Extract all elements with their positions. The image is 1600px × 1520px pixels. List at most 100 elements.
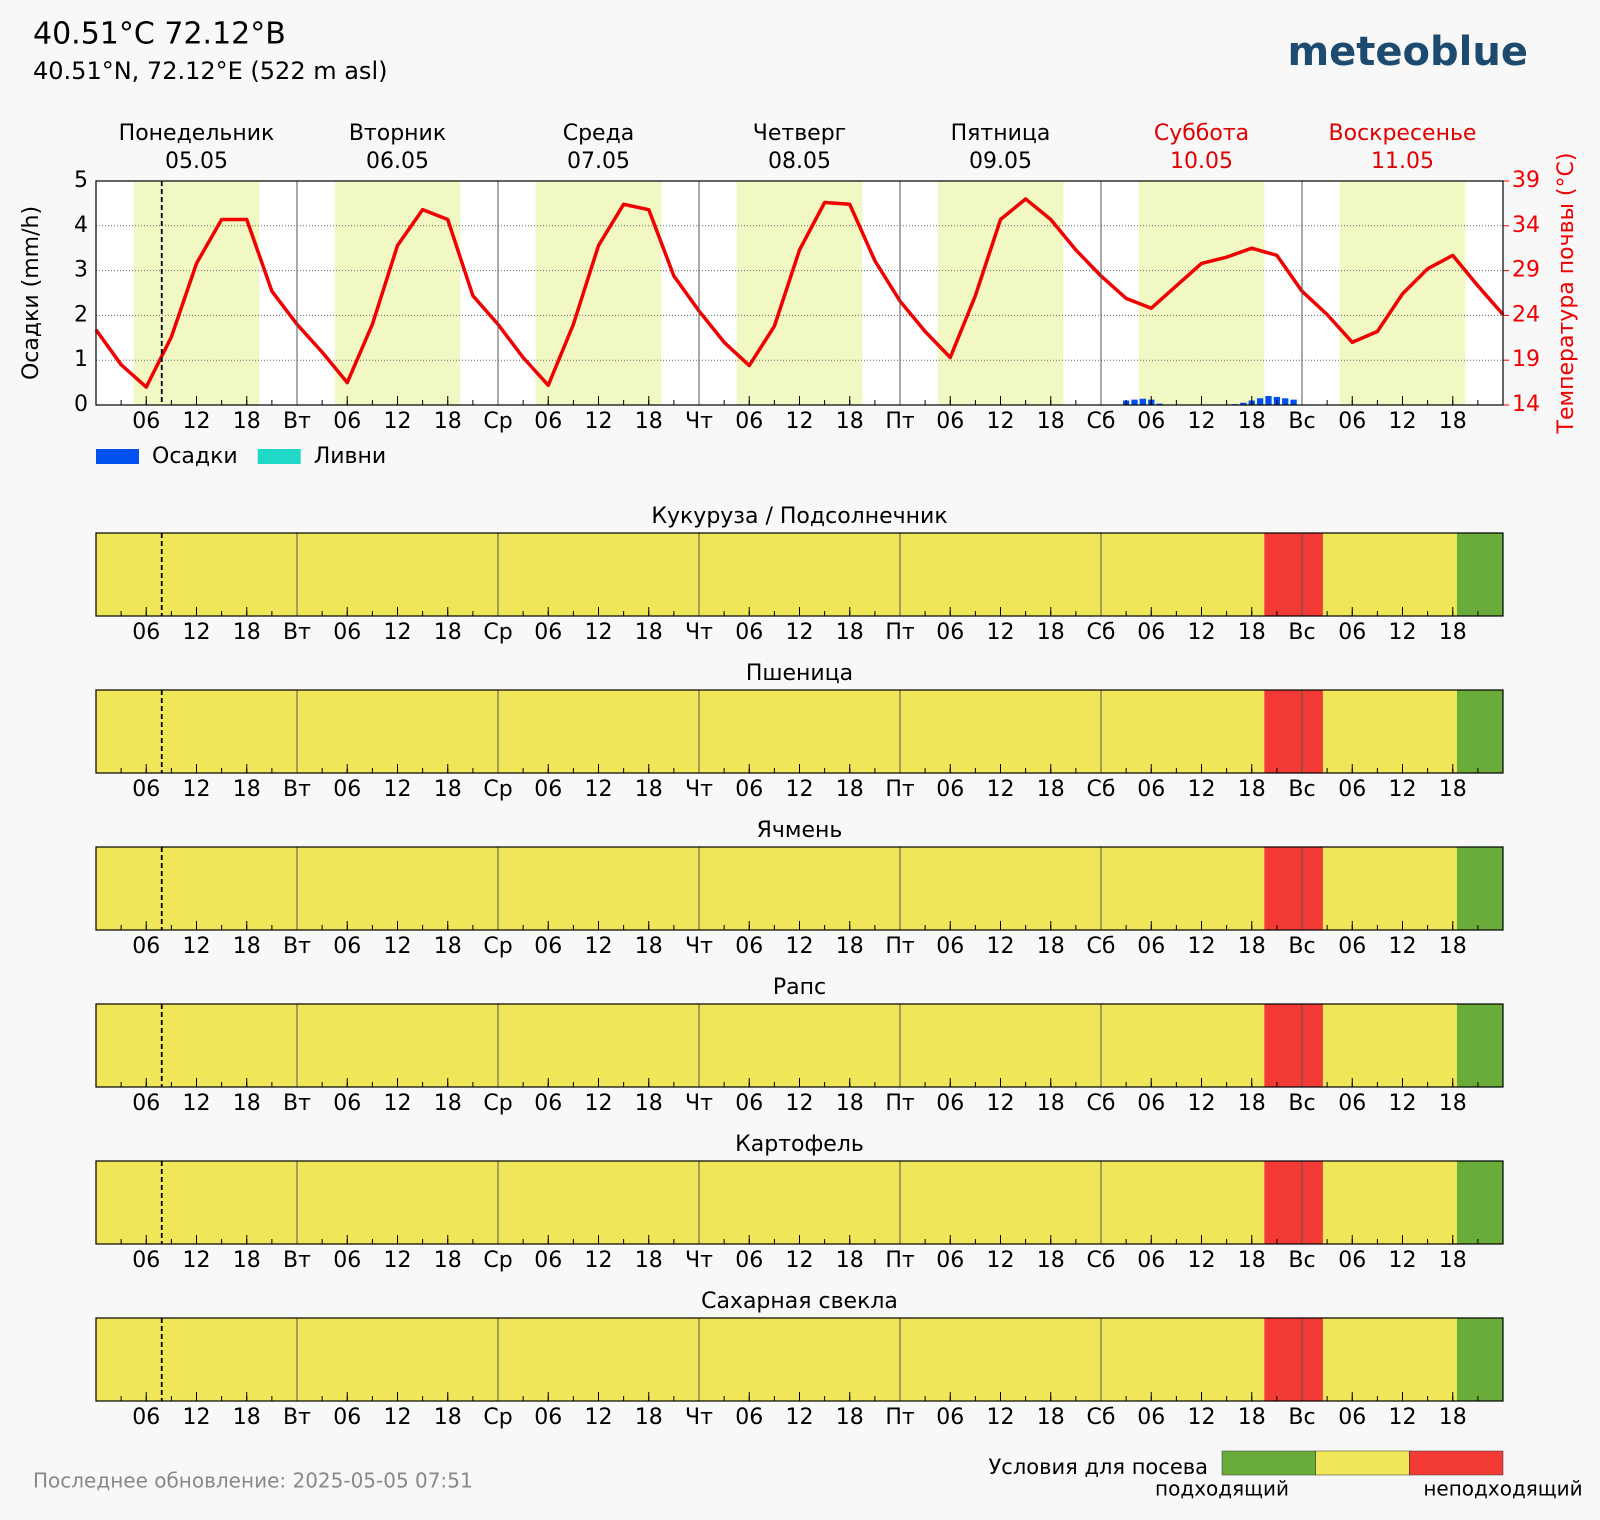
x-tick-label: 18 — [434, 934, 462, 959]
x-tick-label: 06 — [132, 1091, 160, 1116]
x-tick-label: Вт — [283, 409, 311, 434]
x-tick-label: 18 — [836, 1405, 864, 1430]
x-tick-label: 06 — [1137, 1405, 1165, 1430]
x-tick-label: 12 — [384, 934, 412, 959]
x-tick-label: 12 — [585, 1091, 613, 1116]
x-tick-label: 18 — [635, 1091, 663, 1116]
day-name: Среда — [563, 121, 635, 146]
precip-bar — [1282, 398, 1289, 405]
x-tick-label: 12 — [1188, 620, 1216, 645]
x-tick-label: 06 — [735, 620, 763, 645]
condition-segment — [1322, 1004, 1457, 1087]
x-tick-label: Пт — [885, 777, 915, 802]
x-tick-label: Вс — [1288, 1248, 1315, 1273]
frame — [95, 1003, 1504, 1088]
day-date: 07.05 — [567, 149, 630, 174]
x-tick-label: Сб — [1087, 934, 1116, 959]
precip-bar — [1131, 399, 1138, 405]
x-tick-label: 06 — [534, 1248, 562, 1273]
x-tick-label: 12 — [786, 934, 814, 959]
x-tick-label: Ср — [483, 934, 512, 959]
x-tick-label: 12 — [585, 934, 613, 959]
day-name: Пятница — [951, 121, 1051, 146]
y2-tick-label: 29 — [1512, 258, 1540, 283]
x-tick-label: 06 — [333, 620, 361, 645]
x-tick-label: 12 — [786, 1248, 814, 1273]
x-tick-label: 18 — [635, 409, 663, 434]
x-tick-label: 12 — [1389, 1091, 1417, 1116]
x-tick-label: 12 — [384, 1091, 412, 1116]
x-tick-label: Вс — [1288, 934, 1315, 959]
y-tick-label: 4 — [74, 213, 88, 238]
y-tick-label: 2 — [74, 302, 88, 327]
panel-title: Рапс — [773, 975, 826, 1000]
x-tick-label: Вт — [283, 1091, 311, 1116]
condition-segment — [1456, 690, 1503, 773]
x-tick-label: 06 — [534, 620, 562, 645]
x-tick-label: 12 — [987, 1248, 1015, 1273]
x-tick-label: 18 — [434, 1405, 462, 1430]
condition-segment — [96, 533, 1265, 616]
x-tick-label: 18 — [836, 620, 864, 645]
x-tick-label: Чт — [685, 1248, 713, 1273]
x-tick-label: Пт — [885, 409, 915, 434]
x-tick-label: Сб — [1087, 409, 1116, 434]
x-tick-label: 06 — [333, 409, 361, 434]
condition-segment — [1264, 1004, 1323, 1087]
legend-color — [1221, 1450, 1316, 1476]
legend-title: Условия для посева — [989, 1455, 1209, 1479]
x-tick-label: 06 — [1338, 1405, 1366, 1430]
x-tick-label: 12 — [1188, 1091, 1216, 1116]
x-tick-label: 18 — [1238, 1405, 1266, 1430]
x-tick-label: 06 — [534, 1091, 562, 1116]
precip-bar — [1256, 398, 1264, 405]
frame — [95, 846, 1504, 931]
x-tick-label: Сб — [1087, 1091, 1116, 1116]
x-tick-label: 12 — [786, 1405, 814, 1430]
x-tick-label: Вт — [283, 777, 311, 802]
x-tick-label: 06 — [735, 934, 763, 959]
x-tick-label: 12 — [384, 1248, 412, 1273]
x-tick-label: 18 — [233, 1091, 261, 1116]
y-tick-label: 3 — [74, 258, 88, 283]
x-tick-label: Ср — [483, 620, 512, 645]
x-tick-label: 06 — [936, 1248, 964, 1273]
legend-bad: неподходящий — [1423, 1477, 1582, 1501]
precip-bar — [1290, 399, 1297, 405]
x-tick-label: 12 — [1389, 934, 1417, 959]
x-tick-label: 06 — [735, 1405, 763, 1430]
x-tick-label: 06 — [534, 777, 562, 802]
condition-segment — [96, 1318, 1265, 1401]
x-tick-label: Сб — [1087, 1405, 1116, 1430]
subtitle: 40.51°N, 72.12°E (522 m asl) — [33, 57, 387, 85]
legend-color — [1315, 1450, 1410, 1476]
x-tick-label: 06 — [735, 409, 763, 434]
x-tick-label: 18 — [836, 934, 864, 959]
day-name: Вторник — [349, 121, 446, 146]
x-tick-label: 18 — [1037, 620, 1065, 645]
condition-segment — [1264, 1161, 1323, 1244]
temperature-line — [94, 197, 1505, 389]
day-name: Суббота — [1154, 121, 1249, 146]
day-name: Понедельник — [119, 121, 275, 146]
x-tick-label: 18 — [434, 620, 462, 645]
y2-tick-label: 14 — [1512, 392, 1540, 417]
x-tick-label: Вт — [283, 1248, 311, 1273]
x-tick-label: 12 — [585, 409, 613, 434]
x-tick-label: 18 — [434, 1248, 462, 1273]
x-tick-label: 06 — [132, 1405, 160, 1430]
y-tick-label: 0 — [74, 392, 88, 417]
x-tick-label: 12 — [585, 620, 613, 645]
x-tick-label: 12 — [183, 934, 211, 959]
x-tick-label: 06 — [1338, 409, 1366, 434]
day-date: 06.05 — [366, 149, 429, 174]
x-tick-label: 06 — [1137, 620, 1165, 645]
x-tick-label: 18 — [836, 777, 864, 802]
condition-segment — [1456, 533, 1503, 616]
condition-segment — [96, 1161, 1265, 1244]
condition-segment — [1322, 533, 1457, 616]
x-tick-label: 18 — [1439, 409, 1467, 434]
x-tick-label: 18 — [233, 934, 261, 959]
x-tick-label: 12 — [1389, 1248, 1417, 1273]
x-tick-label: 18 — [1238, 1248, 1266, 1273]
